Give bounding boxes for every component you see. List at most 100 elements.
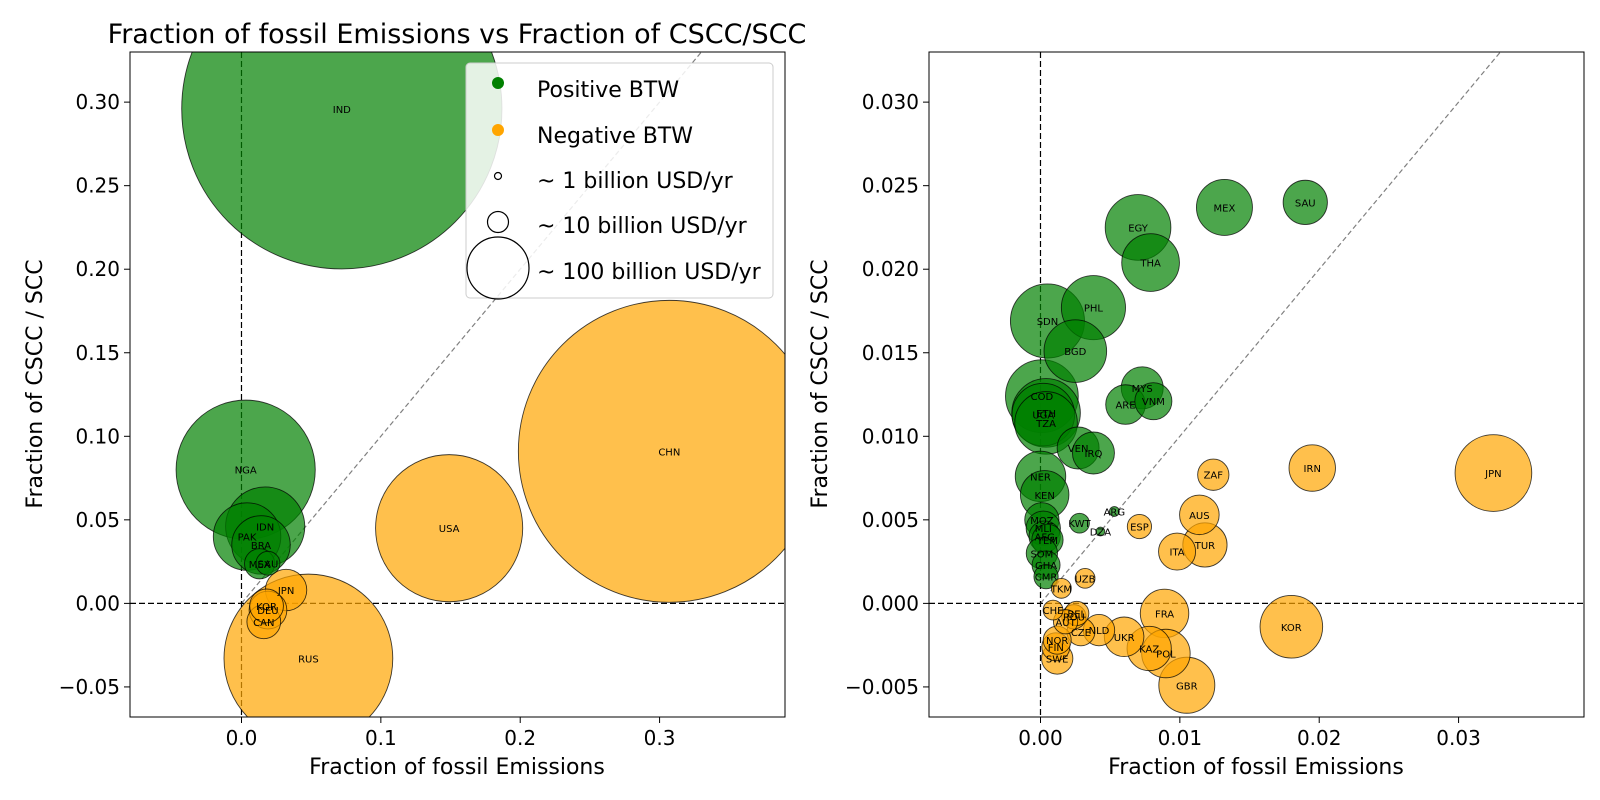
bubble-label-usa: USA bbox=[439, 524, 460, 535]
bubble-label-jpn: JPN bbox=[1484, 469, 1501, 480]
legend-negative-dot-icon bbox=[492, 124, 504, 136]
y-tick-label: 0.15 bbox=[75, 341, 120, 365]
bubble-label-arg: ARG bbox=[1104, 507, 1126, 518]
bubble-label-tur: TUR bbox=[1194, 541, 1215, 552]
right-x-axis-label: Fraction of fossil Emissions bbox=[1108, 755, 1404, 780]
bubble-vnm bbox=[1134, 382, 1173, 421]
legend-size-100-icon bbox=[466, 236, 530, 300]
bubble-label-phl: PHL bbox=[1084, 304, 1104, 315]
bubble-label-kwt: KWT bbox=[1068, 519, 1091, 530]
legend-positive-label: Positive BTW bbox=[537, 78, 679, 103]
left-y-ticks: −0.05 0.00 0.05 0.10 0.15 0.20 0.25 0.30 bbox=[59, 90, 130, 699]
right-x-ticks: 0.00 0.01 0.02 0.03 bbox=[1018, 717, 1481, 750]
left-x-ticks: 0.0 0.1 0.2 0.3 bbox=[226, 717, 675, 750]
y-tick-label: 0.010 bbox=[862, 424, 919, 448]
bubble-chn bbox=[517, 299, 785, 603]
y-tick-label: 0.20 bbox=[75, 257, 120, 281]
bubble-label-kor: KOR bbox=[256, 602, 277, 613]
bubble-mex bbox=[1195, 178, 1253, 236]
bubble-label-tkm: TKM bbox=[1050, 584, 1072, 595]
bubble-sau bbox=[255, 550, 281, 576]
y-tick-label: 0.000 bbox=[862, 591, 919, 615]
bubble-label-ven: VEN bbox=[1068, 444, 1089, 455]
bubble-label-can: CAN bbox=[253, 618, 274, 629]
bubble-label-irq: IRQ bbox=[1085, 449, 1103, 460]
bubble-label-rou: ROU bbox=[1063, 613, 1085, 624]
chart-title: Fraction of fossil Emissions vs Fraction… bbox=[108, 19, 807, 50]
y-tick-label: 0.025 bbox=[862, 174, 919, 198]
bubble-label-sau: SAU bbox=[1295, 198, 1316, 209]
right-plot-frame bbox=[928, 51, 1585, 718]
bubble-label-mli: MLI bbox=[1035, 524, 1052, 535]
x-tick-label: 0.2 bbox=[504, 726, 536, 750]
bubble-che bbox=[1042, 599, 1064, 621]
bubble-label-egy: EGY bbox=[1128, 223, 1149, 234]
bubble-label-fra: FRA bbox=[1155, 609, 1174, 620]
bubble-irn bbox=[1288, 444, 1336, 492]
bubble-label-nor: NOR bbox=[1046, 636, 1068, 647]
x-tick-label: 0.1 bbox=[365, 726, 397, 750]
bubble-label-bel: BEL bbox=[1067, 609, 1086, 620]
bubble-label-dza: DZA bbox=[1090, 528, 1112, 539]
bubble-label-nld: NLD bbox=[1089, 626, 1110, 637]
bubble-usa bbox=[375, 454, 524, 603]
y-tick-label: 0.020 bbox=[862, 257, 919, 281]
left-x-axis-label: Fraction of fossil Emissions bbox=[309, 755, 605, 780]
legend-size-1-label: ~ 1 billion USD/yr bbox=[537, 169, 734, 194]
bubble-label-yem: YEM bbox=[1036, 536, 1058, 547]
bubble-kor bbox=[1259, 595, 1324, 659]
bubble-label-tza: TZA bbox=[1035, 419, 1056, 430]
bubble-label-mex: MEX bbox=[1214, 203, 1236, 214]
bubble-label-moz: MOZ bbox=[1030, 516, 1053, 527]
bubble-label-kor: KOR bbox=[1281, 623, 1302, 634]
bubble-label-uga: UGA bbox=[1032, 411, 1054, 422]
bubble-label-cod: COD bbox=[1031, 392, 1054, 403]
bubble-label-bra: BRA bbox=[251, 541, 271, 552]
bubble-label-gha: GHA bbox=[1035, 561, 1057, 572]
x-tick-label: 0.03 bbox=[1436, 726, 1481, 750]
legend-box bbox=[465, 62, 774, 299]
bubble-label-mys: MYS bbox=[1132, 384, 1153, 395]
y-tick-label: 0.015 bbox=[862, 341, 919, 365]
bubble-sau bbox=[1282, 179, 1328, 225]
bubble-label-mex: MEX bbox=[249, 560, 271, 571]
bubble-label-swe: SWE bbox=[1046, 655, 1069, 666]
bubble-dza bbox=[1095, 526, 1106, 537]
bubble-label-sau: SAU bbox=[258, 559, 279, 570]
bubble-esp bbox=[1126, 513, 1153, 540]
bubble-label-esp: ESP bbox=[1130, 523, 1149, 534]
bubble-label-cmr: CMR bbox=[1035, 573, 1058, 584]
x-tick-label: 0.01 bbox=[1158, 726, 1203, 750]
bubble-label-deu: DEU bbox=[257, 606, 278, 617]
bubble-label-vnm: VNM bbox=[1142, 397, 1165, 408]
bubble-kwt bbox=[1069, 512, 1090, 534]
bubble-cmr bbox=[1033, 564, 1059, 590]
legend: Positive BTW Negative BTW ~ 1 billion US… bbox=[465, 62, 774, 300]
bubble-tha bbox=[1121, 233, 1180, 292]
bubble-label-ukr: UKR bbox=[1114, 633, 1135, 644]
left-plot-frame bbox=[129, 51, 786, 718]
bubble-label-uzb: UZB bbox=[1075, 574, 1096, 585]
legend-positive-dot-icon bbox=[492, 77, 504, 89]
y-tick-label: 0.030 bbox=[862, 90, 919, 114]
left-y-axis-label: Fraction of CSCC / SCC bbox=[23, 259, 48, 508]
legend-size-1-icon bbox=[493, 171, 503, 181]
bubble-label-aut: AUT bbox=[1055, 618, 1076, 629]
bubble-label-nga: NGA bbox=[235, 466, 257, 477]
bubble-label-idn: IDN bbox=[256, 523, 274, 534]
bubble-label-pol: POL bbox=[1156, 650, 1176, 661]
legend-size-10-icon bbox=[486, 210, 510, 234]
bubble-label-aus: AUS bbox=[1189, 511, 1210, 522]
left-chart-panel: Fraction of fossil Emissions vs Fraction… bbox=[23, 19, 807, 780]
bubble-label-ind: IND bbox=[333, 105, 351, 116]
right-y-axis-label: Fraction of CSCC / SCC bbox=[808, 259, 833, 508]
x-tick-label: 0.00 bbox=[1018, 726, 1063, 750]
bubble-label-irn: IRN bbox=[1304, 464, 1321, 475]
bubble-label-kaz: KAZ bbox=[1139, 644, 1159, 655]
bubble-arg bbox=[1108, 506, 1120, 517]
bubble-kor bbox=[249, 588, 284, 624]
